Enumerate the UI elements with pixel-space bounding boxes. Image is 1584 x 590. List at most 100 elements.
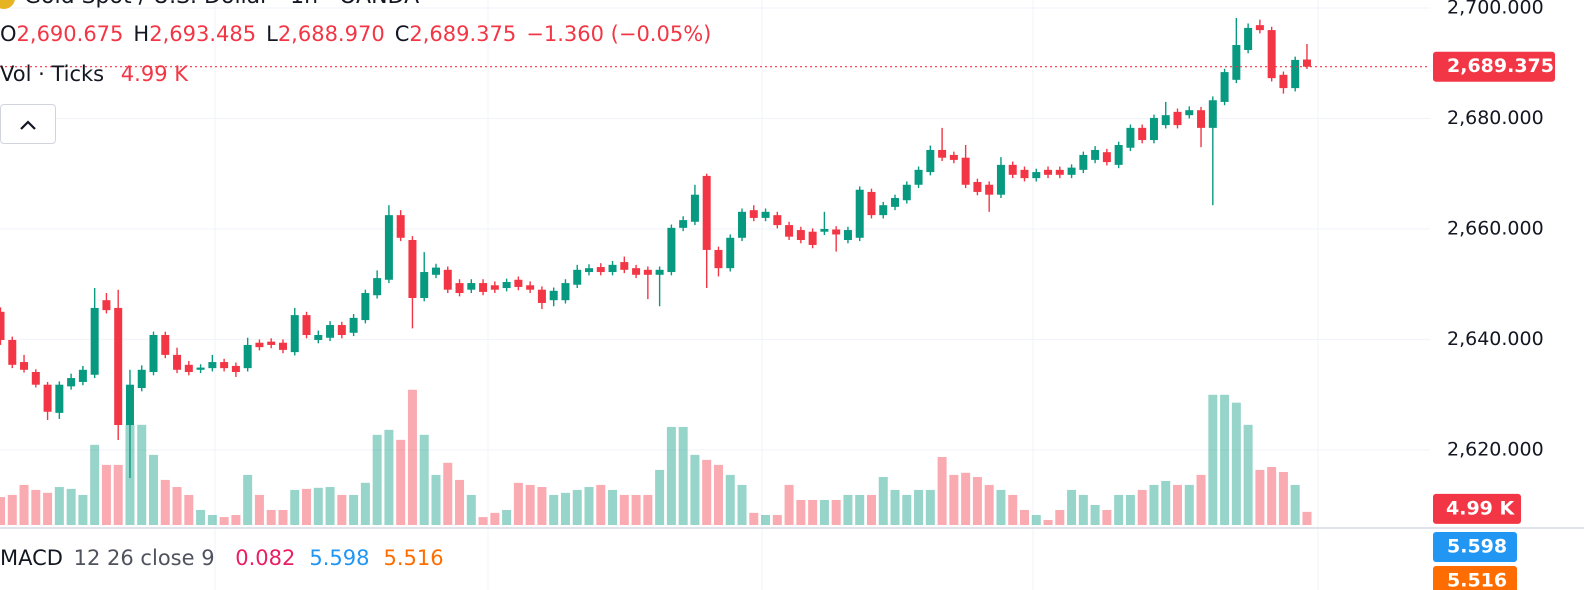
candle-body: [1067, 167, 1076, 175]
candle-body: [302, 315, 311, 335]
candle-body: [373, 278, 382, 296]
volume-bar: [1102, 509, 1112, 525]
volume-bar: [349, 494, 359, 525]
volume-bar: [1231, 402, 1241, 525]
candle-body: [337, 325, 346, 335]
volume-bar: [537, 487, 547, 525]
candle-body: [902, 184, 911, 201]
volume-bar: [1055, 509, 1065, 525]
volume-bar: [278, 509, 288, 525]
volume-bar: [1019, 509, 1029, 525]
volume-bar: [796, 499, 806, 525]
ohlc-value: 2,693.485: [149, 22, 257, 46]
candle-body: [31, 372, 40, 385]
volume-bar: [243, 474, 253, 525]
candle-body: [125, 384, 134, 426]
volume-bar: [666, 426, 676, 525]
volume-bar: [1196, 474, 1206, 525]
volume-bar: [761, 514, 771, 525]
candle-body: [90, 307, 99, 375]
candle-body: [502, 281, 511, 289]
volume-bar: [313, 487, 323, 525]
volume-bar: [572, 489, 582, 525]
volume-box: [1433, 493, 1521, 524]
candle-body: [314, 334, 323, 340]
volume-bar: [372, 434, 382, 525]
volume-bar: [1090, 504, 1100, 525]
volume-bar: [113, 464, 123, 525]
candle-body: [702, 175, 711, 250]
volume-bar: [972, 477, 982, 525]
candle-body: [278, 342, 287, 350]
candle-body: [1044, 169, 1053, 175]
candle-body: [184, 364, 193, 373]
volume-bar: [1149, 484, 1159, 525]
volume-bar: [784, 484, 794, 525]
volume-bar: [1184, 484, 1194, 525]
candle-body: [1267, 30, 1276, 79]
candle-body: [655, 269, 664, 275]
candle-body: [785, 225, 794, 237]
candle-body: [1220, 72, 1229, 102]
candle-body: [361, 293, 370, 321]
ohlc-key: O: [0, 22, 17, 46]
candle-body: [1032, 172, 1041, 179]
volume-bar: [596, 484, 606, 525]
volume-bar: [855, 494, 865, 525]
candle-body: [608, 264, 617, 273]
macd-value: 5.598: [309, 546, 370, 570]
candle-body: [20, 362, 29, 370]
volume-bar: [1078, 494, 1088, 525]
macd-value: 0.082: [235, 546, 296, 570]
volume-bar: [631, 494, 641, 525]
chart-title: Gold Spot / U.S. Dollar · 1h · OANDA: [24, 0, 419, 9]
candle-body: [243, 344, 252, 369]
volume-bar: [290, 489, 300, 525]
volume-bar: [1114, 494, 1124, 525]
candle-body: [820, 228, 829, 232]
candle-body: [985, 184, 994, 195]
last-price-box: [1433, 51, 1555, 82]
volume-bar: [737, 484, 747, 525]
volume-bar: [90, 444, 100, 525]
macd-value: 5.516: [383, 546, 444, 570]
candle-body: [1102, 152, 1111, 163]
candle-body: [1279, 74, 1288, 89]
candle-body: [431, 267, 440, 275]
candle-body: [726, 237, 735, 269]
collapse-button[interactable]: [0, 104, 56, 144]
candle-body: [1161, 115, 1170, 126]
volume-bar: [690, 454, 700, 525]
candle-body: [867, 191, 876, 216]
volume-bar: [160, 479, 170, 525]
candle-body: [749, 210, 758, 218]
candle-body: [396, 215, 405, 238]
volume-bar: [1125, 494, 1135, 525]
y-tick-label: 2,660.000: [1447, 217, 1544, 239]
candle-body: [1055, 169, 1064, 175]
volume-bar: [1290, 484, 1300, 525]
volume-bar: [184, 494, 194, 525]
candle-body: [632, 268, 641, 275]
volume-bar: [1208, 394, 1218, 525]
volume-bar: [749, 512, 759, 525]
volume-bar: [608, 489, 618, 525]
candle-body: [55, 384, 64, 413]
volume-bar: [619, 494, 629, 525]
y-tick-label: 2,640.000: [1447, 328, 1544, 350]
candle-body: [384, 215, 393, 280]
candle-body: [949, 154, 958, 160]
candle-body: [326, 325, 335, 338]
volume-bar: [302, 488, 312, 525]
volume-bar: [1243, 424, 1253, 525]
volume-bar: [66, 488, 76, 525]
chevron-icon: [20, 120, 36, 130]
volume-bar: [549, 494, 559, 525]
volume-bar: [702, 459, 712, 525]
candle-body: [585, 268, 593, 273]
volume-bar: [231, 514, 241, 525]
volume-bar: [337, 494, 347, 525]
candle-body: [832, 229, 841, 235]
volume-bar: [772, 514, 782, 525]
